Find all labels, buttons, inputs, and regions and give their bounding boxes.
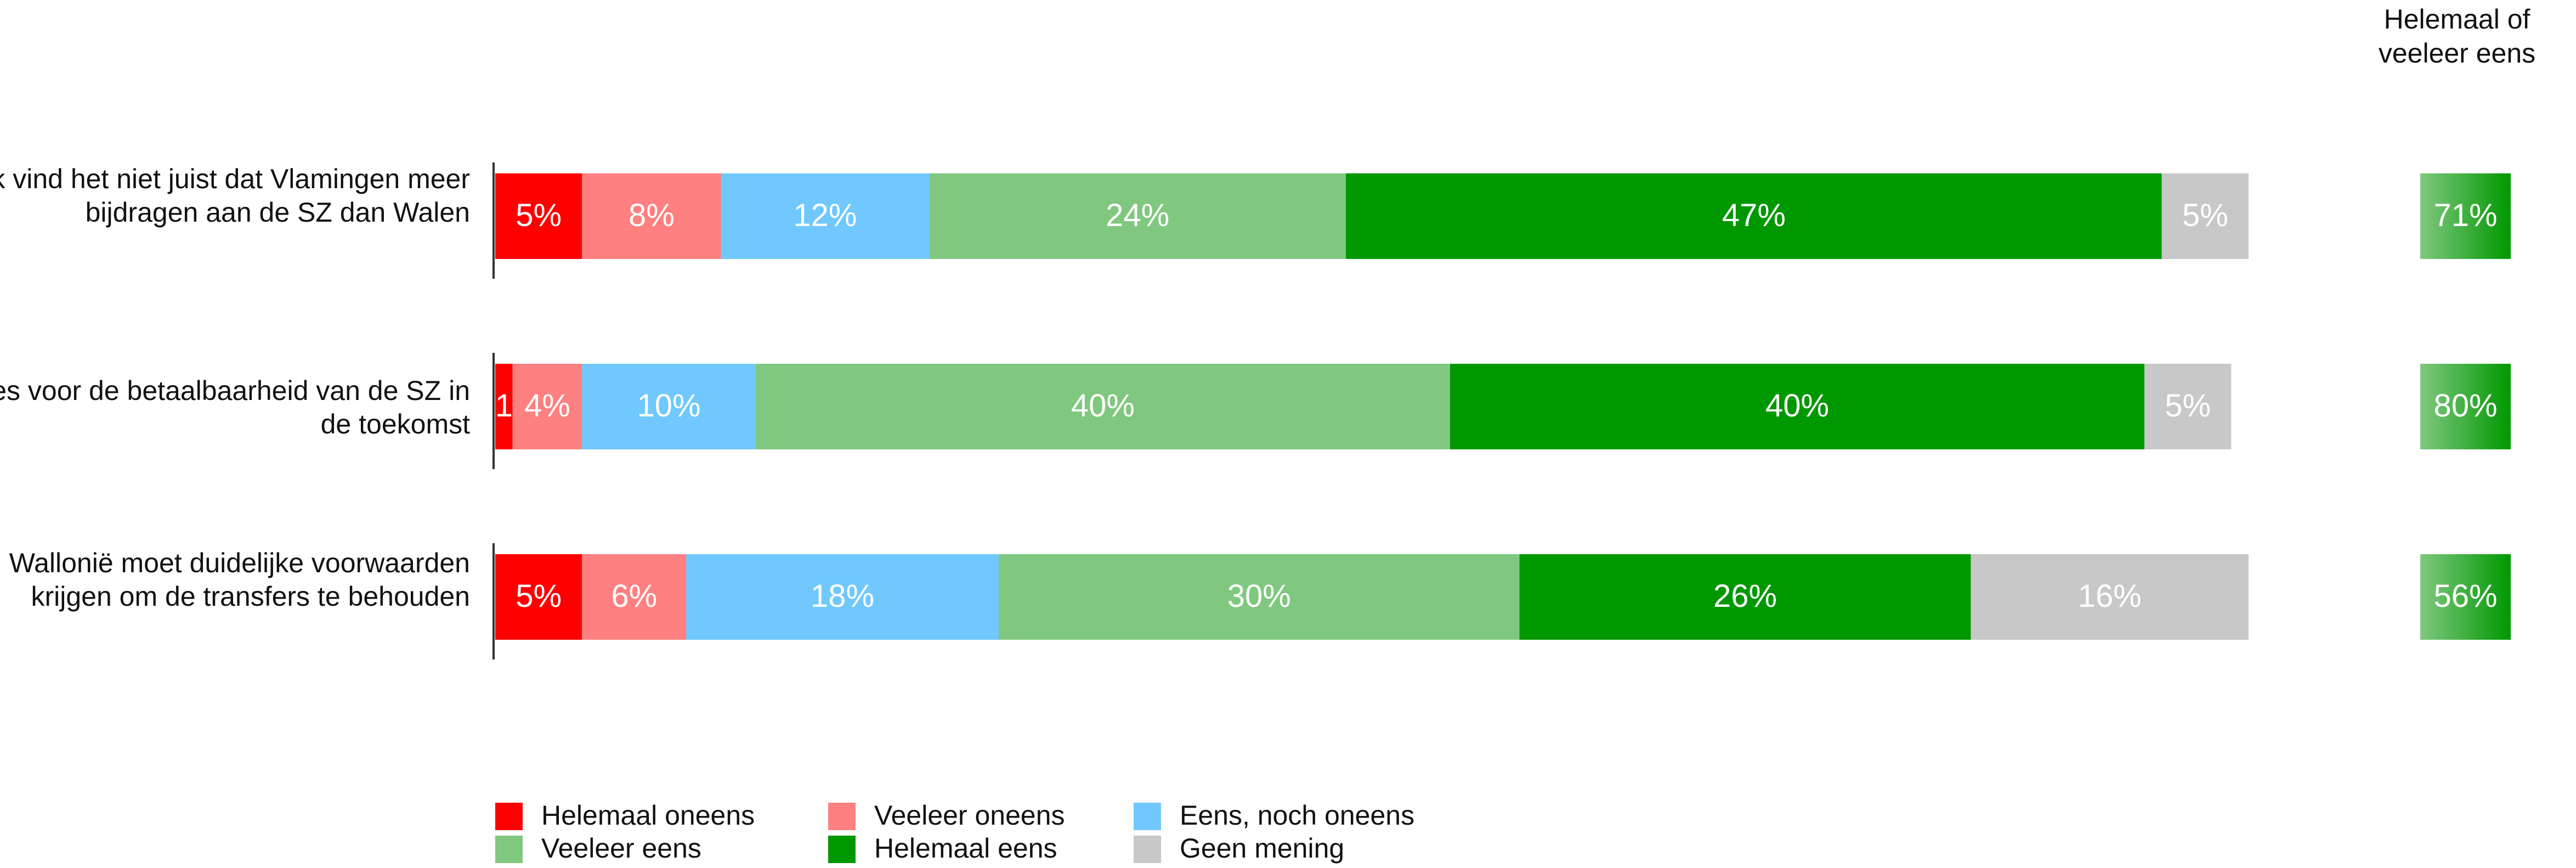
data-label: 12% (793, 198, 857, 233)
data-label: 5% (516, 198, 562, 233)
data-label: 40% (1071, 388, 1135, 424)
data-label: 8% (629, 198, 675, 233)
category-label-1: Ik vind het niet juist dat Vlamingen mee… (0, 164, 470, 228)
bar-segment (929, 173, 1346, 259)
data-label: 47% (1722, 198, 1786, 233)
legend-swatch (495, 803, 523, 830)
bar-segment (512, 364, 582, 449)
bar-segment (1450, 364, 2145, 449)
bar-segment (1346, 173, 2162, 259)
bar-segment (2161, 173, 2249, 259)
data-label: 1 (495, 388, 513, 424)
legend-label: Veeleer eens (541, 833, 701, 864)
data-label: 5% (516, 578, 562, 614)
total-label: 71% (2433, 198, 2497, 233)
bar-segment (998, 554, 1520, 640)
bar-segment (2144, 364, 2232, 449)
total-bar (2420, 173, 2511, 259)
legend: Helemaal oneens Veeleer oneens Eens, noc… (495, 798, 1482, 864)
data-label: 5% (2182, 198, 2228, 233)
bar-segment (1519, 554, 1971, 640)
bar-segment (495, 554, 582, 640)
data-label: 40% (1765, 388, 1829, 424)
total-column-header: Helemaal of veeleer eens (2378, 4, 2536, 69)
data-label: 10% (637, 388, 700, 424)
legend-swatch (828, 803, 856, 830)
legend-swatch (1134, 836, 1161, 863)
bar-segment (721, 173, 930, 259)
bar-segment (755, 364, 1450, 449)
bar-segment (582, 364, 756, 449)
bar-segment (1971, 554, 2249, 640)
data-label: 5% (2165, 388, 2211, 424)
data-label: 26% (1713, 578, 1777, 614)
legend-label: Eens, noch oneens (1180, 800, 1415, 831)
data-label: 30% (1227, 578, 1291, 614)
data-label: 18% (811, 578, 874, 614)
legend-label: Helemaal oneens (541, 800, 755, 831)
stacked-bars: 5% 8% 12% 24% 47% 5% 1 4% 10% 40% 40% 5% 5% 6% 18% 30% 2… (495, 173, 2249, 640)
bar-segment (582, 173, 721, 259)
total-bars: 71% 80% 56% (2420, 173, 2511, 640)
data-label: 16% (2078, 578, 2142, 614)
legend-label: Helemaal eens (874, 833, 1057, 864)
data-label: 4% (524, 388, 570, 424)
total-label: 80% (2433, 388, 2497, 424)
data-label: 24% (1106, 198, 1169, 233)
legend-label: Geen mening (1180, 833, 1345, 864)
bar-segment (495, 364, 513, 449)
category-label-3: Wallonië moet duidelijke voorwaarden kri… (9, 548, 470, 612)
category-label-2: Ik vrees voor de betaalbaarheid van de S… (0, 375, 470, 439)
data-label: 6% (611, 578, 657, 614)
total-label: 56% (2433, 578, 2497, 614)
bar-segment (686, 554, 999, 640)
legend-swatch (828, 836, 856, 863)
total-bar (2420, 554, 2511, 640)
legend-swatch (1134, 803, 1161, 830)
bar-segment (495, 173, 582, 259)
bar-segment (582, 554, 687, 640)
total-bar (2420, 364, 2511, 449)
legend-swatch (495, 836, 523, 863)
legend-label: Veeleer oneens (874, 800, 1065, 831)
